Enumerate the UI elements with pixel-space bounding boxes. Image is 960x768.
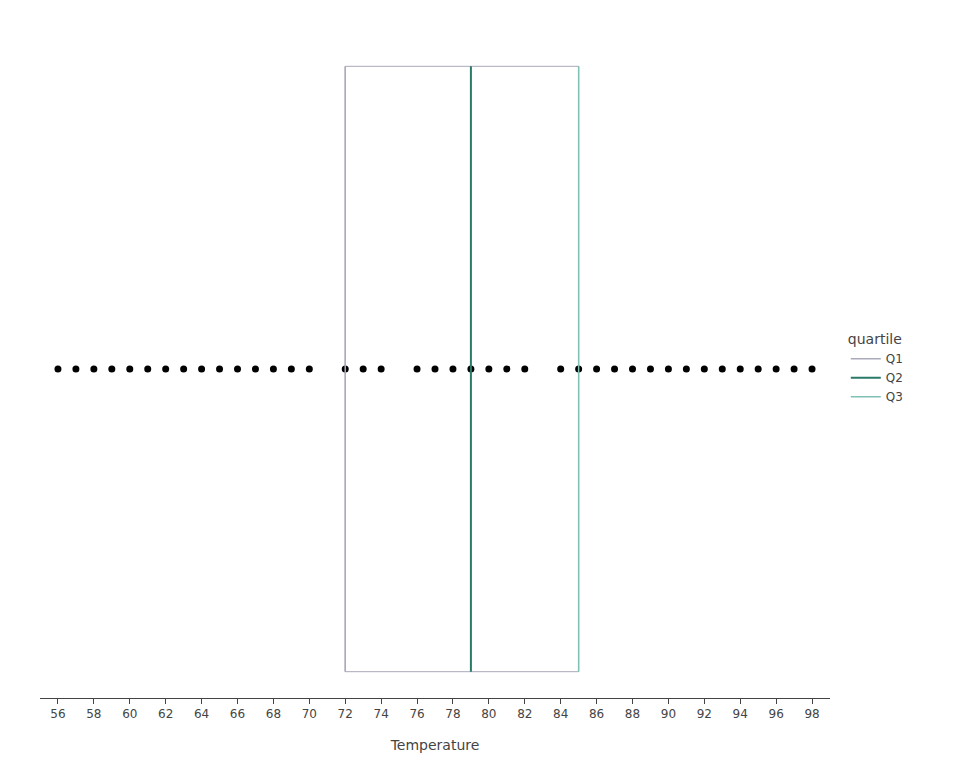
svg-text:98: 98 [804, 707, 819, 721]
svg-text:78: 78 [445, 707, 460, 721]
svg-text:Q2: Q2 [886, 371, 903, 385]
svg-text:62: 62 [158, 707, 173, 721]
svg-text:60: 60 [122, 707, 137, 721]
svg-text:82: 82 [517, 707, 532, 721]
svg-text:74: 74 [373, 707, 388, 721]
svg-text:Q3: Q3 [886, 390, 903, 404]
svg-text:90: 90 [661, 707, 676, 721]
svg-text:quartile: quartile [848, 331, 902, 347]
svg-text:84: 84 [553, 707, 568, 721]
svg-text:56: 56 [50, 707, 65, 721]
svg-text:Q1: Q1 [886, 352, 903, 366]
svg-text:Temperature: Temperature [390, 737, 480, 753]
svg-text:70: 70 [302, 707, 317, 721]
svg-text:72: 72 [338, 707, 353, 721]
svg-text:92: 92 [697, 707, 712, 721]
svg-text:76: 76 [409, 707, 424, 721]
svg-text:88: 88 [625, 707, 640, 721]
svg-text:94: 94 [733, 707, 748, 721]
svg-text:86: 86 [589, 707, 604, 721]
svg-text:58: 58 [86, 707, 101, 721]
svg-text:64: 64 [194, 707, 209, 721]
svg-text:66: 66 [230, 707, 245, 721]
svg-text:96: 96 [768, 707, 783, 721]
svg-text:80: 80 [481, 707, 496, 721]
svg-text:68: 68 [266, 707, 281, 721]
